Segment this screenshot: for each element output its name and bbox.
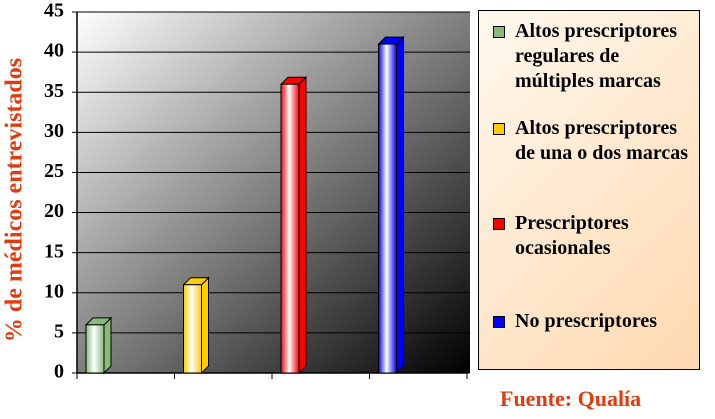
bar-side <box>103 316 112 375</box>
bar <box>280 83 300 374</box>
legend-swatch <box>493 123 505 135</box>
y-tick-label: 30 <box>44 120 64 142</box>
bar <box>183 284 202 374</box>
legend-label: Prescriptores ocasionales <box>515 212 629 259</box>
legend: Altos prescriptores regulares de múltipl… <box>478 10 700 370</box>
bar-side <box>298 75 307 375</box>
legend-label: No prescriptores <box>515 310 658 332</box>
legend-swatch <box>493 218 505 230</box>
legend-swatch <box>493 26 505 38</box>
y-tick-label: 10 <box>44 280 64 302</box>
bar-side <box>396 35 404 375</box>
y-tick-label: 35 <box>44 80 64 102</box>
bar <box>378 43 397 374</box>
y-tick-label: 40 <box>44 40 64 62</box>
y-tick-label: 25 <box>44 160 64 182</box>
y-tick-label: 20 <box>44 200 64 222</box>
legend-item: Altos prescriptores de una o dos marcas <box>493 116 693 166</box>
y-tick-label: 5 <box>54 320 64 342</box>
legend-item: Prescriptores ocasionales <box>493 211 693 261</box>
legend-label: Altos prescriptores de una o dos marcas <box>515 117 688 164</box>
legend-swatch <box>493 316 505 328</box>
plot-area <box>77 12 470 373</box>
y-tick-label: 45 <box>44 0 64 22</box>
source-note: Fuente: Qualía <box>500 386 642 411</box>
legend-label: Altos prescriptores regulares de múltipl… <box>515 20 678 92</box>
legend-item: Altos prescriptores regulares de múltipl… <box>493 19 693 94</box>
bar-side <box>201 276 209 375</box>
y-tick-label: 0 <box>54 361 64 383</box>
bar <box>85 324 105 374</box>
y-axis-label: % de médicos entrevistados <box>2 58 28 342</box>
legend-item: No prescriptores <box>493 309 693 334</box>
y-tick-label: 15 <box>44 240 64 262</box>
